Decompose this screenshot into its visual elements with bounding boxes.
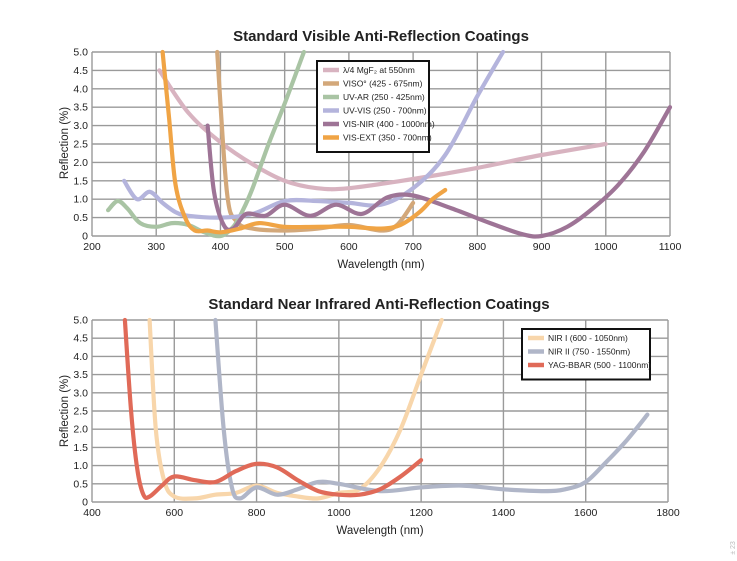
- y-tick-label: 3.0: [73, 387, 88, 399]
- x-tick-label: 300: [147, 241, 165, 253]
- series-layer: [122, 317, 650, 501]
- legend: λ/4 MgF₂ at 550nm VISO° (425 - 675nm) UV-A…: [316, 60, 435, 153]
- series-line-0: [157, 68, 608, 192]
- y-tick-label: 0: [82, 231, 88, 243]
- x-tick-label: 1000: [327, 507, 351, 519]
- legend-label: VISO° (425 - 675nm): [343, 79, 423, 89]
- y-tick-label: 0: [82, 497, 88, 509]
- y-tick-label: 4.0: [73, 351, 88, 363]
- x-tick-label: 200: [83, 241, 101, 253]
- series-line-2: [122, 317, 424, 501]
- series-line-3: [122, 49, 506, 220]
- x-tick-label: 1400: [492, 507, 516, 519]
- x-tick-label: 1100: [659, 241, 682, 253]
- corner-mark: ± 23: [730, 541, 737, 555]
- x-tick-label: 1000: [594, 241, 618, 253]
- y-axis-label: Reflection (%): [59, 107, 71, 179]
- x-tick-label: 1600: [574, 507, 598, 519]
- x-tick-label: 400: [83, 507, 101, 519]
- x-tick-label: 500: [276, 241, 294, 253]
- y-tick-label: 2.0: [73, 424, 88, 436]
- y-tick-label: 2.0: [73, 157, 88, 169]
- y-tick-label: 5.0: [73, 47, 88, 59]
- series-line-0: [147, 317, 444, 501]
- y-tick-label: 3.5: [73, 102, 88, 114]
- tick-layer: 200 300 400 500 600 700 800 900 1000 1100 0 0.5 1.0 1…: [73, 47, 681, 254]
- y-tick-label: 3.0: [73, 120, 88, 132]
- legend-label: VIS-NIR (400 - 1000nm): [343, 119, 435, 129]
- x-tick-label: 400: [212, 241, 230, 253]
- y-tick-label: 0.5: [73, 478, 88, 490]
- legend-label: NIR I (600 - 1050nm): [548, 333, 628, 343]
- x-tick-label: 1200: [409, 507, 433, 519]
- y-tick-label: 4.5: [73, 65, 88, 77]
- x-tick-label: 600: [340, 241, 358, 253]
- y-tick-label: 2.5: [73, 139, 88, 151]
- y-tick-label: 4.0: [73, 83, 88, 95]
- chart-title: Standard Visible Anti-Reflection Coating…: [233, 28, 529, 45]
- x-tick-label: 800: [248, 507, 266, 519]
- nir-ar-chart: Standard Near Infrared Anti-Reflection C…: [59, 296, 680, 537]
- legend-label: YAG-BBAR (500 - 1100nm): [548, 360, 651, 370]
- y-tick-label: 1.0: [73, 194, 88, 206]
- x-tick-label: 1800: [656, 507, 680, 519]
- series-line-4: [205, 105, 673, 239]
- legend-label: VIS-EXT (350 - 700nm): [343, 133, 432, 143]
- series-layer: [106, 49, 673, 239]
- legend-label: UV-VIS (250 - 700nm): [343, 106, 427, 116]
- chart-title: Standard Near Infrared Anti-Reflection C…: [208, 296, 549, 313]
- x-tick-label: 700: [404, 241, 422, 253]
- x-tick-label: 900: [533, 241, 551, 253]
- y-tick-label: 1.5: [73, 442, 88, 454]
- x-tick-label: 600: [166, 507, 184, 519]
- y-tick-label: 1.0: [73, 460, 88, 472]
- y-tick-label: 3.5: [73, 369, 88, 381]
- y-tick-label: 5.0: [73, 315, 88, 327]
- y-axis-label: Reflection (%): [59, 375, 71, 447]
- legend-label: UV-AR (250 - 425nm): [343, 92, 425, 102]
- y-tick-label: 2.5: [73, 406, 88, 418]
- tick-layer: 400 600 800 1000 1200 1400 1600 1800 0 0.5 1.0 1.5 2…: [73, 315, 679, 520]
- legend-label: NIR II (750 - 1550nm): [548, 347, 630, 357]
- series-line-5: [160, 49, 448, 235]
- legend: NIR I (600 - 1050nm) NIR II (750 - 1550nm…: [521, 328, 651, 381]
- y-tick-label: 4.5: [73, 333, 88, 345]
- x-axis-label: Wavelength (nm): [337, 259, 424, 271]
- y-tick-label: 0.5: [73, 212, 88, 224]
- y-tick-label: 1.5: [73, 175, 88, 187]
- x-tick-label: 800: [469, 241, 487, 253]
- legend-label: λ/4 MgF₂ at 550nm: [343, 65, 415, 75]
- visible-ar-chart: Standard Visible Anti-Reflection Coating…: [59, 28, 681, 271]
- x-axis-label: Wavelength (nm): [336, 525, 423, 537]
